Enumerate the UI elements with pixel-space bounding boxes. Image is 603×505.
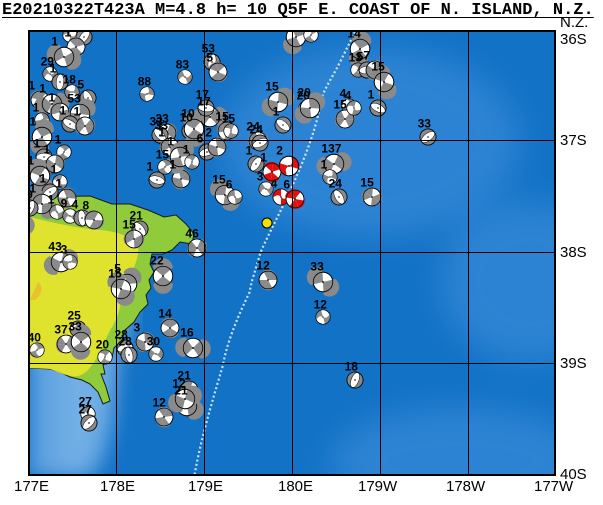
svg-text:18: 18 [63,73,77,87]
svg-text:1: 1 [30,115,36,129]
svg-text:8: 8 [83,199,90,213]
svg-text:12: 12 [153,396,167,410]
svg-text:1: 1 [51,35,58,49]
svg-text:1: 1 [169,158,176,172]
svg-text:53: 53 [67,92,81,106]
svg-text:9: 9 [61,197,68,211]
svg-text:6: 6 [197,132,204,146]
svg-text:17: 17 [196,88,210,102]
svg-text:15: 15 [156,148,170,162]
svg-text:1: 1 [273,105,280,119]
svg-text:14: 14 [347,32,361,41]
svg-text:12: 12 [172,377,186,391]
svg-text:1: 1 [55,177,62,191]
svg-text:1: 1 [43,143,50,157]
svg-text:1: 1 [60,104,67,118]
svg-text:30: 30 [147,335,161,349]
svg-text:88: 88 [138,75,152,89]
svg-text:3: 3 [257,170,264,184]
svg-text:1: 1 [48,91,55,105]
svg-text:15: 15 [371,60,385,74]
svg-text:15: 15 [360,176,374,190]
svg-text:1: 1 [74,105,81,119]
svg-text:20: 20 [96,338,110,352]
svg-text:1: 1 [260,151,267,165]
svg-text:7: 7 [363,49,370,63]
svg-text:24: 24 [329,177,343,191]
svg-text:1: 1 [158,126,165,140]
svg-text:1: 1 [65,32,72,40]
svg-text:33: 33 [418,117,432,131]
svg-text:15: 15 [222,112,236,126]
svg-text:1: 1 [183,143,190,157]
svg-text:12: 12 [314,298,328,312]
svg-text:12: 12 [256,259,270,273]
svg-text:18: 18 [345,360,359,374]
svg-text:1: 1 [51,163,58,177]
svg-text:15: 15 [212,173,226,187]
svg-text:1: 1 [30,79,35,93]
svg-text:1: 1 [147,160,154,174]
svg-text:1: 1 [48,193,55,207]
svg-text:37: 37 [54,323,68,337]
svg-text:22: 22 [150,254,164,268]
svg-text:1: 1 [167,135,174,149]
svg-text:1: 1 [321,158,328,172]
svg-text:14: 14 [158,307,172,321]
svg-text:33: 33 [310,260,324,274]
svg-text:33: 33 [68,320,82,334]
svg-text:4: 4 [271,177,278,191]
svg-text:4: 4 [72,198,79,212]
svg-text:3: 3 [61,243,68,257]
svg-text:1: 1 [39,82,46,96]
svg-text:3: 3 [134,321,141,335]
svg-text:46: 46 [185,227,199,241]
svg-text:15: 15 [265,80,279,94]
svg-text:2: 2 [276,144,283,158]
svg-text:6: 6 [226,178,233,192]
svg-text:137: 137 [321,142,341,156]
svg-text:1: 1 [50,62,57,76]
svg-text:79: 79 [30,188,33,202]
svg-text:6: 6 [283,178,290,192]
svg-text:15: 15 [123,218,137,232]
svg-text:1: 1 [368,88,375,102]
svg-text:4: 4 [345,89,352,103]
svg-text:1: 1 [30,154,34,168]
svg-text:24: 24 [250,123,264,137]
svg-text:1: 1 [40,172,47,186]
svg-text:10: 10 [181,107,195,121]
svg-text:27: 27 [79,403,93,417]
svg-text:83: 83 [176,58,190,72]
svg-text:28: 28 [119,335,133,349]
svg-text:40: 40 [30,331,41,345]
svg-text:5: 5 [206,51,213,65]
svg-text:20: 20 [297,86,311,100]
svg-text:1: 1 [34,137,41,151]
svg-text:5: 5 [78,78,85,92]
svg-text:1: 1 [246,144,253,158]
svg-text:2: 2 [205,126,212,140]
svg-text:1: 1 [33,101,40,115]
svg-text:16: 16 [180,326,194,340]
